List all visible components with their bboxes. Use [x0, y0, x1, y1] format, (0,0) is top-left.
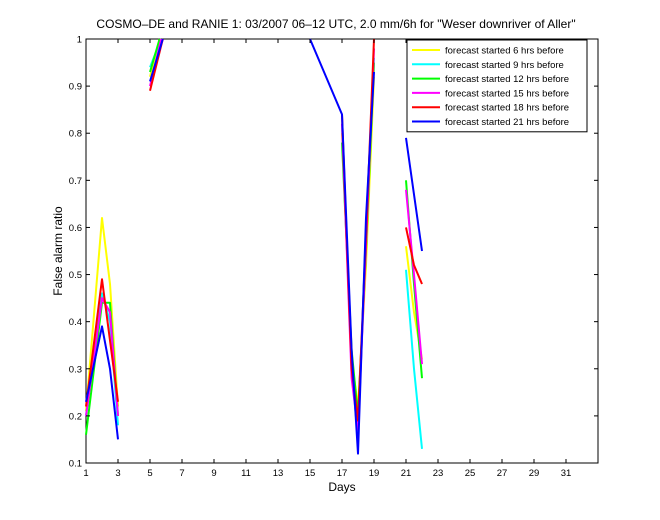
- x-tick-label: 25: [465, 468, 476, 479]
- x-tick-label: 23: [433, 468, 444, 479]
- series-segment: [405, 269, 423, 449]
- y-tick-label: 0.6: [69, 223, 82, 234]
- y-tick-label: 0.1: [69, 459, 82, 470]
- ticks-layer: 1 3 5 7 9 11 13 15 17 19 21 23 25 27 29 310.10.20.30.40…: [69, 35, 598, 479]
- x-axis-label: Days: [328, 480, 355, 494]
- series-line: [85, 38, 423, 455]
- legend-label: forecast started 15 hrs before: [445, 88, 569, 99]
- x-tick-label: 1: [83, 468, 88, 479]
- x-tick-label: 7: [179, 468, 184, 479]
- x-tick-label: 9: [211, 468, 216, 479]
- x-tick-label: 19: [369, 468, 380, 479]
- y-tick-label: 1: [77, 35, 82, 46]
- series-segment: [405, 227, 423, 285]
- x-tick-label: 3: [115, 468, 120, 479]
- legend-label: forecast started 12 hrs before: [445, 74, 569, 85]
- y-tick-label: 0.9: [69, 82, 82, 93]
- x-tick-label: 27: [497, 468, 508, 479]
- legend-label: forecast started 21 hrs before: [445, 117, 569, 128]
- y-tick-label: 0.5: [69, 270, 82, 281]
- x-tick-label: 13: [273, 468, 284, 479]
- legend: forecast started 6 hrs before forecast st…: [406, 39, 588, 133]
- series-segment: [149, 38, 164, 82]
- series-layer: [85, 38, 423, 455]
- x-tick-label: 31: [561, 468, 572, 479]
- y-tick-label: 0.4: [69, 317, 82, 328]
- y-tick-label: 0.2: [69, 411, 82, 422]
- x-tick-label: 5: [147, 468, 152, 479]
- y-tick-label: 0.7: [69, 176, 82, 187]
- x-tick-label: 17: [337, 468, 348, 479]
- series-segment: [149, 38, 161, 73]
- y-axis-label: False alarm ratio: [51, 206, 65, 296]
- y-tick-label: 0.3: [69, 364, 82, 375]
- series-segment: [405, 189, 423, 365]
- chart-title: COSMO–DE and RANIE 1: 03/2007 06–12 UTC,…: [96, 17, 575, 31]
- legend-label: forecast started 9 hrs before: [445, 60, 564, 71]
- y-tick-label: 0.8: [69, 129, 82, 140]
- legend-label: forecast started 18 hrs before: [445, 103, 569, 114]
- series-segment: [309, 38, 375, 455]
- plot-area: 1 3 5 7 9 11 13 15 17 19 21 23 25 27 29 310.10.20.30.40…: [69, 35, 599, 479]
- legend-label: forecast started 6 hrs before: [445, 46, 564, 57]
- x-tick-label: 21: [401, 468, 412, 479]
- x-tick-label: 29: [529, 468, 540, 479]
- x-tick-label: 11: [241, 468, 251, 479]
- series-segment: [405, 137, 423, 252]
- series-segment: [85, 278, 119, 407]
- series-segment: [85, 325, 119, 440]
- legend-box: [406, 39, 588, 133]
- x-tick-label: 15: [305, 468, 316, 479]
